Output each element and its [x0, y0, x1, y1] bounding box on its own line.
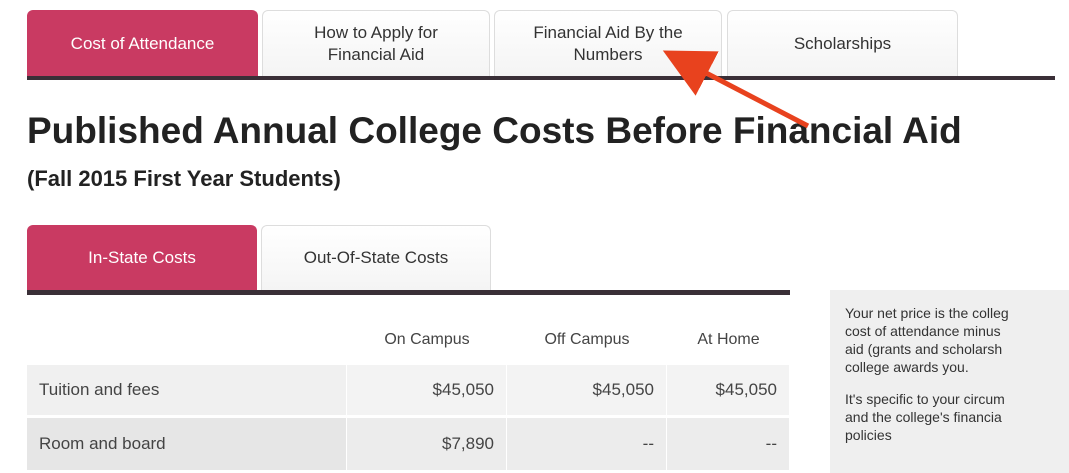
page-subtitle: (Fall 2015 First Year Students): [27, 166, 341, 191]
tab-bar: [27, 76, 1055, 80]
tab-apply[interactable]: How to Apply for Financial Aid: [262, 10, 490, 76]
cost-value: $45,050: [347, 365, 507, 415]
tab-cost[interactable]: Cost of Attendance: [27, 10, 258, 76]
cost-value: --: [507, 418, 667, 470]
sidebar-text: aid (grants and scholarsh: [845, 341, 1003, 357]
sidebar-text: It's specific to your circum: [845, 391, 1005, 407]
cost-value: $7,890: [347, 418, 507, 470]
row-label: Room and board: [27, 418, 347, 470]
sidebar: Your net price is the colleg cost of atte…: [830, 290, 1069, 473]
column-header: At Home: [697, 331, 760, 348]
subtab-bar: [27, 290, 790, 295]
tab-numbers[interactable]: Financial Aid By the Numbers: [494, 10, 722, 76]
cost-value: $45,050: [667, 365, 790, 415]
page-title: Published Annual College Costs Before Fi…: [27, 110, 962, 151]
row-label: Tuition and fees: [27, 365, 347, 415]
subtab-instate[interactable]: In-State Costs: [27, 225, 257, 290]
sidebar-text: Your net price is the colleg: [845, 305, 1009, 321]
subtab-outstate[interactable]: Out-Of-State Costs: [261, 225, 491, 290]
column-header: On Campus: [384, 331, 470, 348]
sidebar-text: policies: [845, 427, 892, 443]
sidebar-text: college awards you.: [845, 359, 969, 375]
arrow: [662, 50, 810, 129]
column-header: Off Campus: [544, 331, 630, 348]
sidebar-text: and the college's financia: [845, 409, 1002, 425]
cost-value: --: [667, 418, 790, 470]
tab-scholarships[interactable]: Scholarships: [727, 10, 958, 76]
cost-value: $45,050: [507, 365, 667, 415]
sidebar-text: cost of attendance minus: [845, 323, 1001, 339]
